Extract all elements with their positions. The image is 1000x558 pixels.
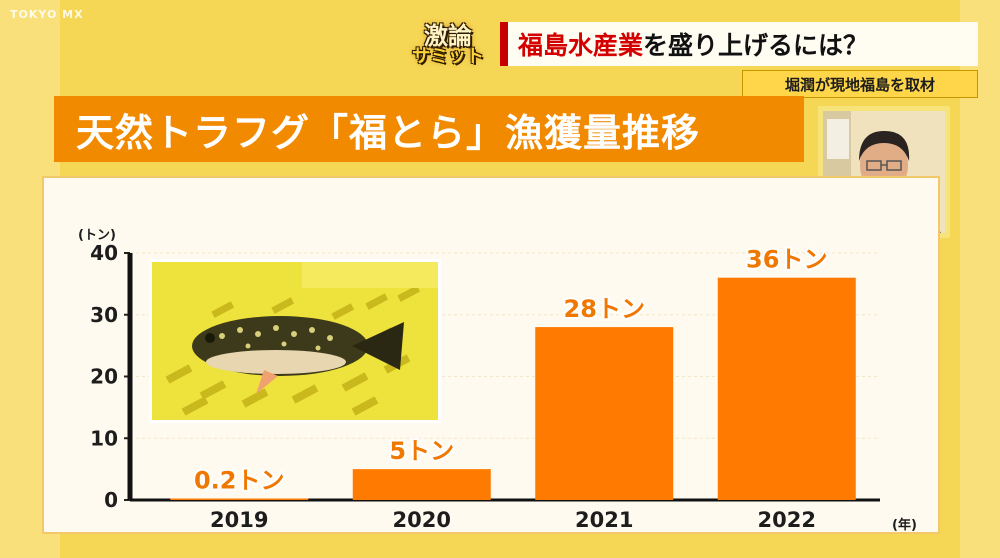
y-tick-label: 0 <box>104 488 118 512</box>
headline-rest: を盛り上げるには？ <box>643 31 869 60</box>
y-tick-label: 40 <box>90 241 118 265</box>
show-logo-line2: サミット <box>412 46 484 67</box>
x-tick-label-2022: 2022 <box>758 508 816 532</box>
bar-2021 <box>535 327 674 500</box>
y-tick-label: 20 <box>90 365 118 389</box>
chart-title: 天然トラフグ「福とら」漁獲量推移 <box>76 110 701 155</box>
bar-2020 <box>352 469 491 500</box>
data-label-2021: 28トン <box>564 295 645 323</box>
bar-2022 <box>717 277 856 500</box>
data-label-2020: 5トン <box>389 437 454 465</box>
y-tick-label: 10 <box>90 426 118 450</box>
fugu-photo <box>152 262 438 420</box>
headline-banner: 福島水産業 を盛り上げるには？ <box>500 22 978 66</box>
x-tick-label-2019: 2019 <box>210 508 268 532</box>
y-axis-unit-label: (トン) <box>78 228 116 243</box>
data-label-2022: 36トン <box>746 246 827 274</box>
show-logo-line1: 激論 <box>424 21 472 50</box>
bar-2019 <box>170 498 309 500</box>
show-logo: 激論 サミット <box>398 14 498 76</box>
headline-highlight: 福島水産業 <box>518 31 644 60</box>
x-tick-label-2021: 2021 <box>575 508 633 532</box>
subhead-banner: 堀潤が現地福島を取材 <box>742 70 978 98</box>
x-axis-unit-label: (年) <box>892 518 917 533</box>
channel-logo: TOKYO MX <box>10 8 84 21</box>
fugu-image <box>152 262 438 420</box>
x-tick-label-2020: 2020 <box>393 508 451 532</box>
chart-title-bar: 天然トラフグ「福とら」漁獲量推移 <box>54 96 804 162</box>
y-tick-label: 30 <box>90 303 118 327</box>
data-label-2019: 0.2トン <box>194 467 285 495</box>
